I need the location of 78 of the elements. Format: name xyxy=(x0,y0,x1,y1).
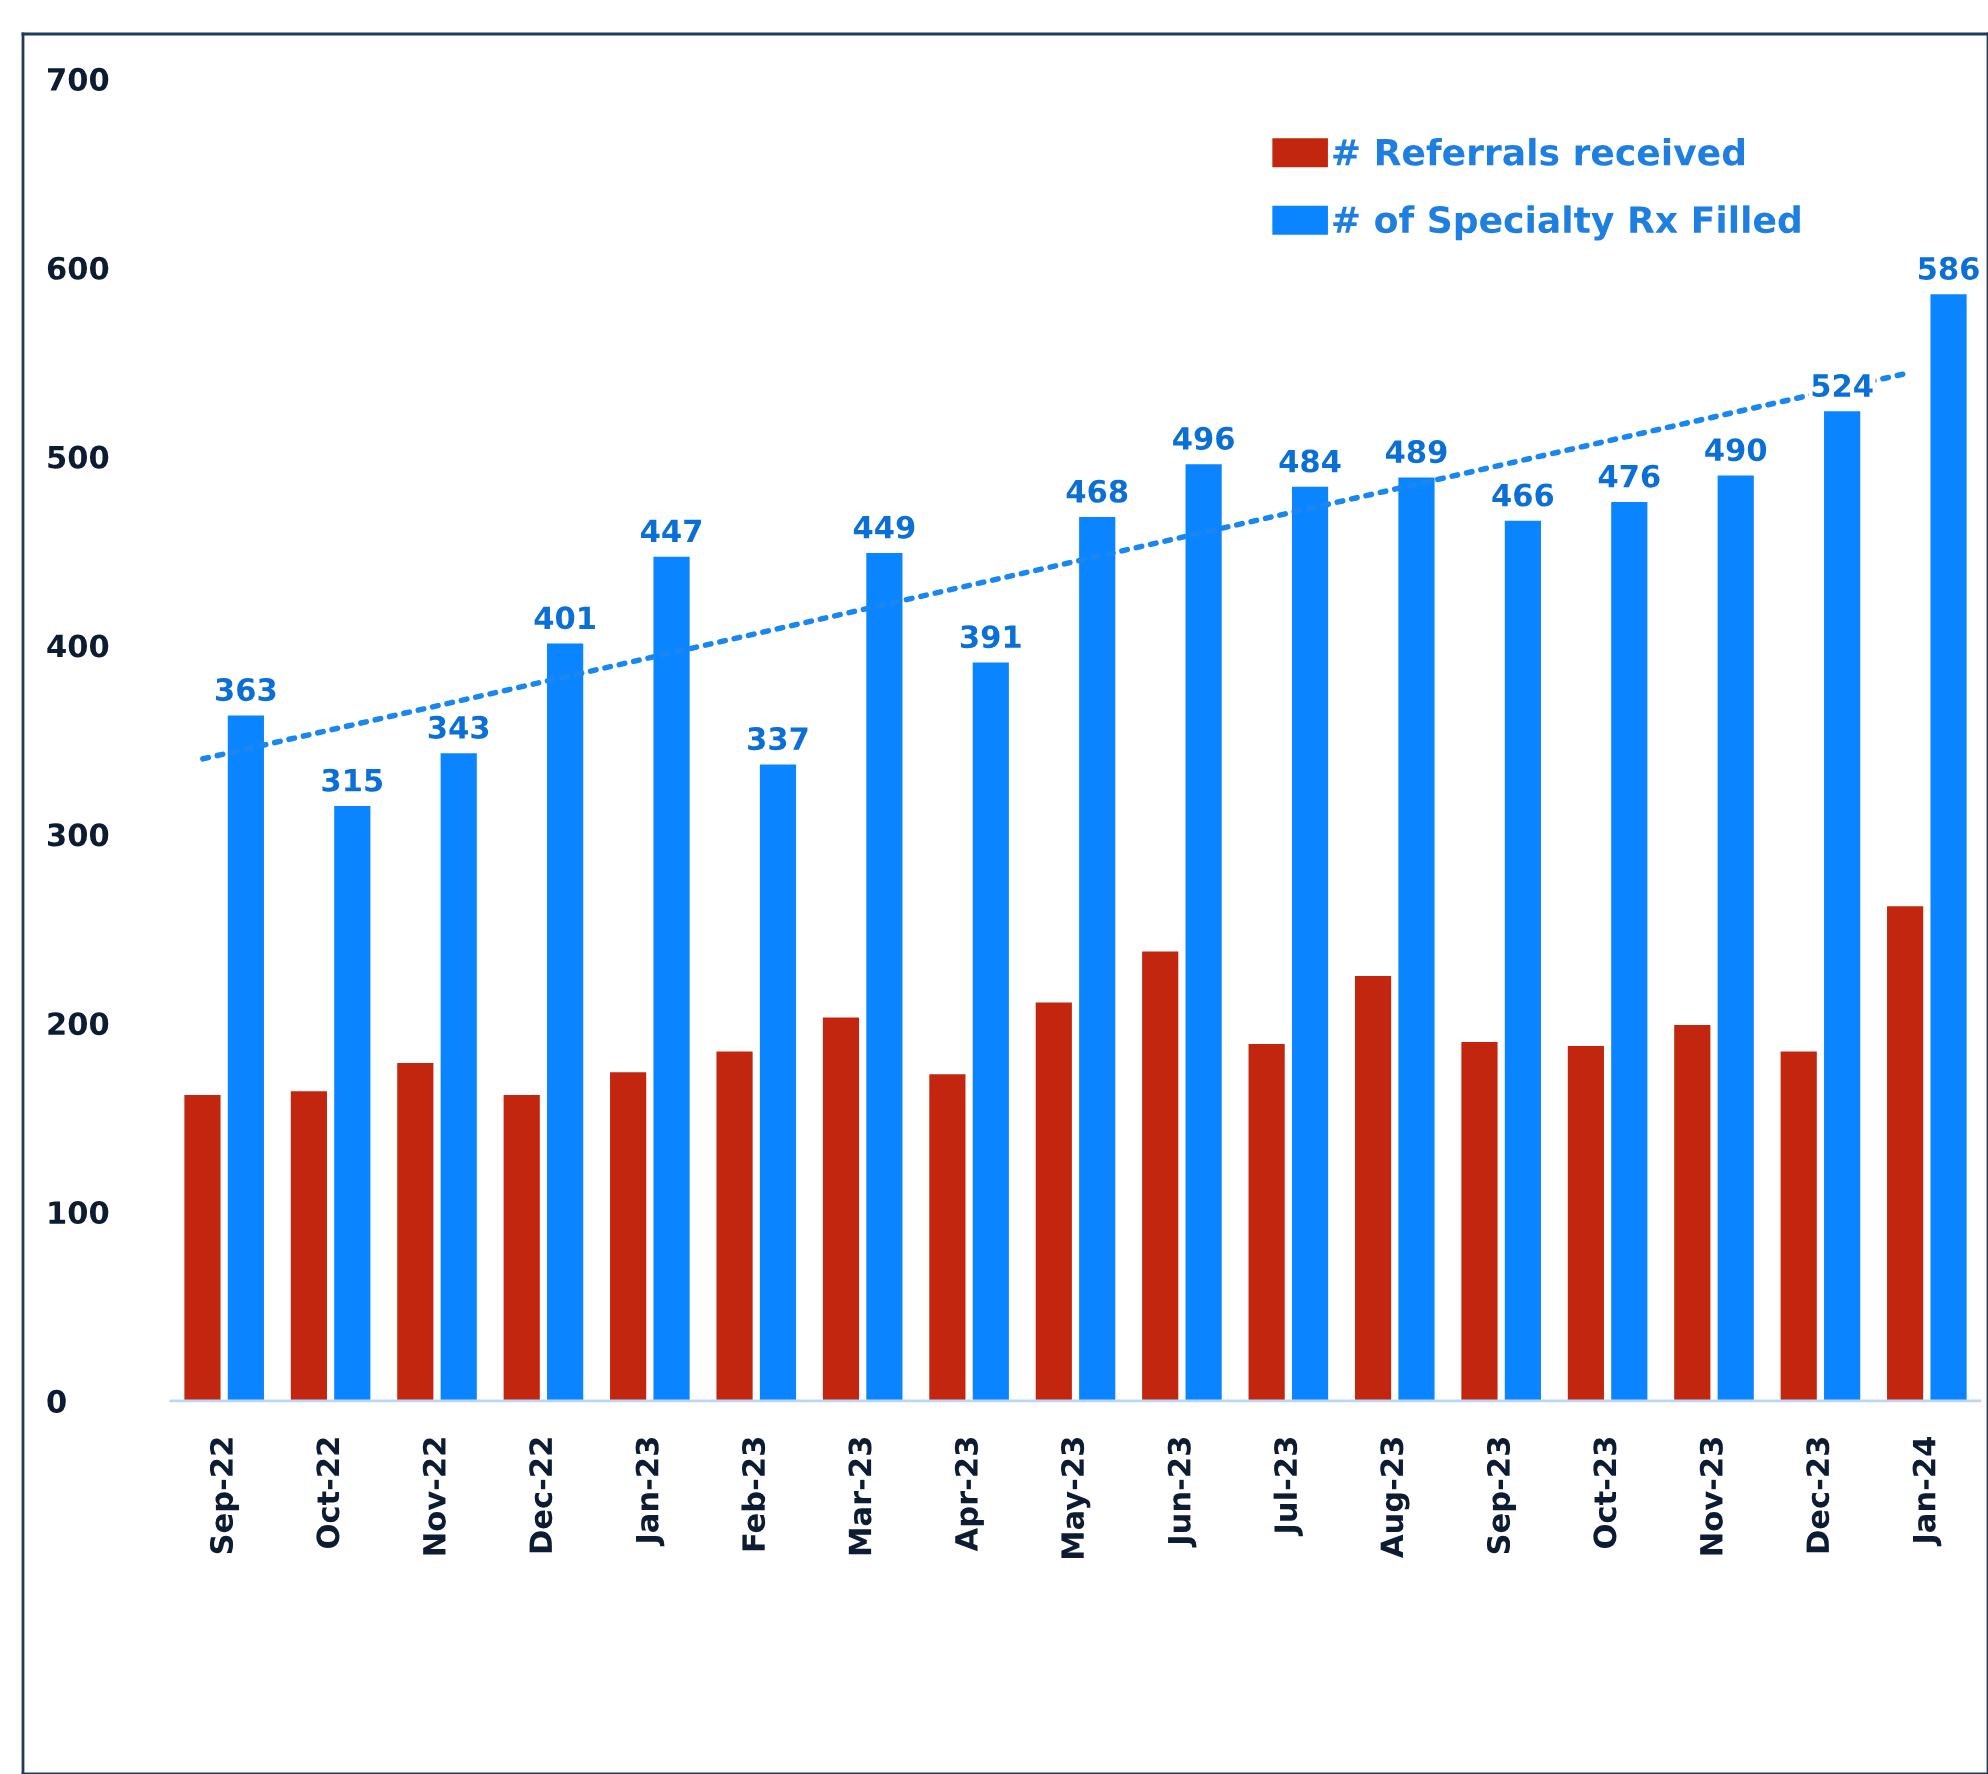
data-label: 466 xyxy=(1492,483,1554,507)
data-label: 343 xyxy=(428,715,489,739)
y-tick-label: 200 xyxy=(48,1012,109,1036)
data-label: 391 xyxy=(960,625,1021,649)
y-tick-label: 100 xyxy=(49,1201,109,1225)
data-label: 484 xyxy=(1279,449,1341,473)
x-tick-label: Jan-24 xyxy=(1912,1437,1942,1547)
bar xyxy=(184,1094,221,1401)
bar xyxy=(1398,477,1435,1401)
x-tick-label: Nov-23 xyxy=(1699,1438,1723,1555)
bar xyxy=(972,662,1009,1401)
data-label: 363 xyxy=(216,678,276,702)
bar xyxy=(1461,1042,1498,1401)
data-label: 447 xyxy=(641,519,702,543)
data-label: 490 xyxy=(1705,438,1767,462)
x-tick-label: Oct-23 xyxy=(1593,1438,1617,1549)
x-tick-label: Dec-23 xyxy=(1806,1438,1830,1553)
bar xyxy=(1291,486,1329,1401)
bar xyxy=(1717,475,1754,1401)
bar xyxy=(1504,520,1541,1401)
data-label: 337 xyxy=(748,727,808,751)
data-label: 489 xyxy=(1385,440,1447,464)
data-label: 476 xyxy=(1598,464,1660,488)
x-tick-label: Jul-23 xyxy=(1273,1438,1303,1537)
data-label: 586 xyxy=(1919,256,1979,280)
bar xyxy=(1567,1045,1604,1401)
x-tick-label: Jan-23 xyxy=(635,1438,665,1547)
y-tick-label: 300 xyxy=(48,823,109,847)
bar xyxy=(1780,1051,1817,1401)
bar xyxy=(610,1072,647,1401)
bar xyxy=(866,552,903,1401)
x-tick-label: Sep-23 xyxy=(1486,1438,1516,1554)
bar xyxy=(334,806,371,1401)
bar xyxy=(1248,1043,1285,1401)
data-label: 496 xyxy=(1173,426,1234,450)
bar xyxy=(1185,464,1222,1401)
bar xyxy=(1611,501,1648,1401)
x-tick-label: May-23 xyxy=(1061,1438,1091,1559)
x-tick-label: Feb-23 xyxy=(741,1438,766,1551)
bar xyxy=(822,1017,860,1401)
x-tick-label: Jun-23 xyxy=(1167,1438,1197,1548)
y-tick-label: 0 xyxy=(47,1389,66,1413)
y-tick-label: 700 xyxy=(48,67,109,91)
x-tick-label: Aug-23 xyxy=(1380,1438,1410,1558)
bar xyxy=(1142,951,1179,1401)
y-tick-label: 500 xyxy=(48,445,109,469)
x-tick-label: Sep-22 xyxy=(209,1438,239,1554)
bar xyxy=(397,1062,434,1401)
legend-label: # Referrals received xyxy=(1333,137,1745,166)
legend-label: # of Specialty Rx Filled xyxy=(1333,205,1800,241)
bar xyxy=(653,556,690,1401)
data-label: 468 xyxy=(1066,479,1128,503)
data-label: 524 xyxy=(1812,373,1873,398)
bar xyxy=(440,753,477,1401)
x-tick-label: Dec-22 xyxy=(529,1438,553,1553)
data-label: 401 xyxy=(534,606,595,630)
data-label: 315 xyxy=(322,768,383,792)
bar xyxy=(547,643,584,1401)
data-label: 449 xyxy=(853,515,915,539)
y-tick-label: 400 xyxy=(47,634,109,658)
bar xyxy=(1079,517,1116,1401)
bar xyxy=(503,1094,540,1401)
bar xyxy=(227,715,264,1401)
bar xyxy=(1354,976,1392,1401)
bar xyxy=(716,1051,753,1401)
bar xyxy=(929,1074,966,1401)
bar xyxy=(1930,294,1967,1401)
bar xyxy=(1674,1025,1711,1401)
bar xyxy=(1035,1002,1072,1401)
bar xyxy=(290,1091,327,1401)
x-tick-label: Apr-23 xyxy=(954,1438,984,1552)
bar xyxy=(1887,906,1924,1401)
x-tick-label: Mar-23 xyxy=(848,1438,872,1555)
x-tick-label: Nov-22 xyxy=(422,1438,446,1555)
bar xyxy=(1824,411,1861,1401)
y-tick-label: 600 xyxy=(47,256,109,280)
bar xyxy=(759,764,797,1401)
x-tick-label: Oct-22 xyxy=(316,1438,340,1549)
